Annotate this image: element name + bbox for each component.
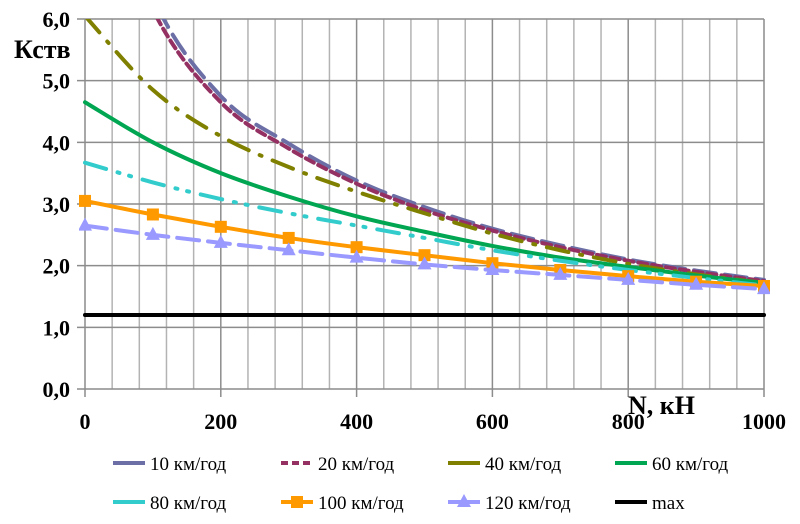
legend-label: 40 км/год [485,454,562,475]
series-line-40 [85,19,766,285]
data-point-100 [418,249,431,262]
y-axis-title: Кств [14,35,71,64]
legend-label: 20 км/год [318,454,395,475]
series-line-60 [83,100,766,285]
series-20 [155,19,766,284]
legend-item-120: 120 км/год [448,493,571,514]
legend-label: 60 км/год [652,454,729,475]
data-point-120 [757,281,770,295]
data-point-120 [79,217,92,231]
x-tick-label: 800 [612,409,645,434]
legend-label: 100 км/год [318,493,404,514]
legend-label: 120 км/год [485,493,571,514]
legend: 10 км/год 20 км/год 40 км/год 60 км/год 80 к… [113,454,729,514]
series-60 [83,100,766,285]
data-point-100 [282,231,295,244]
data-point-120 [213,234,228,248]
y-tick-label: 1,0 [43,315,71,340]
data-point-120 [485,261,500,275]
x-tick-label: 0 [80,409,91,434]
x-tick-label: 200 [204,409,237,434]
legend-item-max: max [615,493,685,514]
y-tick-label: 6,0 [43,7,71,32]
data-point-100 [79,194,91,207]
legend-label: 10 км/год [150,454,227,475]
series-120 [79,217,770,295]
series-line-10 [161,19,766,282]
series-line-80 [83,160,766,288]
y-tick-label: 3,0 [43,192,71,217]
x-tick-label: 1000 [742,409,786,434]
series-80 [83,160,766,288]
data-point-100 [350,241,363,254]
legend-item-10: 10 км/год [113,454,227,475]
y-tick-label: 4,0 [43,130,71,155]
y-tick-label: 0,0 [43,377,71,402]
legend-item-20: 20 км/год [281,454,395,475]
legend-marker [457,494,471,507]
legend-item-40: 40 км/год [448,454,562,475]
data-point-120 [417,256,432,270]
y-tick-label: 5,0 [43,69,71,94]
data-point-120 [553,266,568,280]
legend-item-80: 80 км/год [113,493,227,514]
x-axis-title: N, кН [628,391,695,420]
x-tick-labels: 0 200 400 600 800 1000 [80,409,787,434]
y-tick-labels: 0,0 1,0 2,0 3,0 4,0 5,0 6,0 [43,7,71,402]
series-10 [161,19,766,282]
x-tick-label: 400 [340,409,373,434]
legend-label: 80 км/год [150,493,227,514]
legend-marker [291,496,303,508]
data-point-120 [689,276,704,290]
data-point-120 [145,226,160,240]
data-point-120 [621,271,636,285]
legend-label: max [652,493,685,514]
data-point-120 [281,242,296,256]
legend-item-100: 100 км/год [281,493,404,514]
x-tick-label: 600 [476,409,509,434]
data-point-100 [214,220,227,233]
series-group [79,19,770,318]
series-40 [85,19,766,285]
y-tick-label: 2,0 [43,254,71,279]
data-point-120 [349,249,364,263]
data-point-100 [146,208,159,221]
series-line-20 [155,19,766,284]
legend-item-60: 60 км/год [615,454,729,475]
